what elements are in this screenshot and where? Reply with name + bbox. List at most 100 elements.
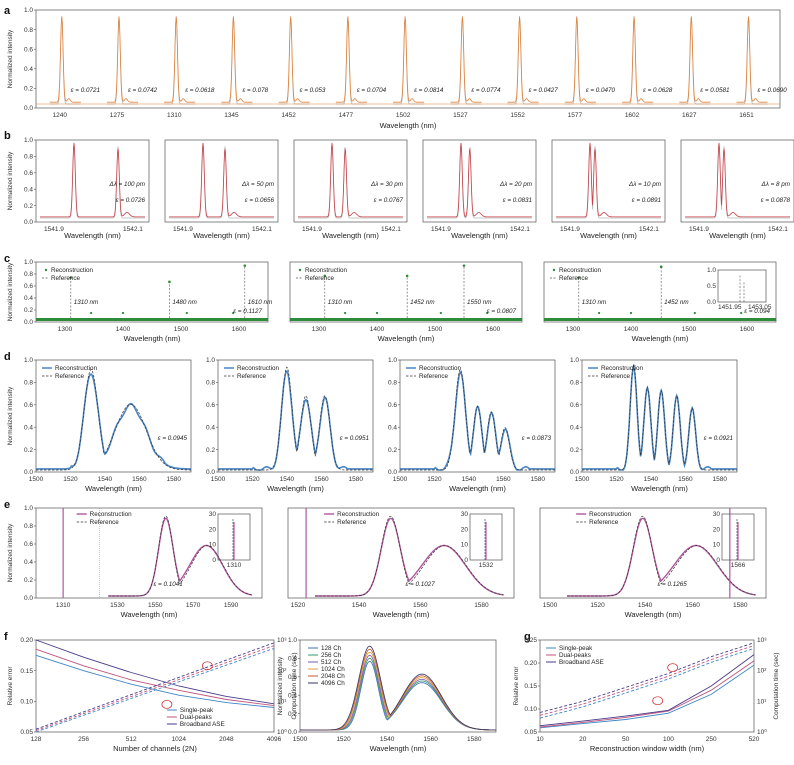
- y-axis-label: Normalized intensity: [7, 29, 14, 88]
- x-tick-label: 1300: [566, 326, 581, 333]
- x-tick-label: 1540: [352, 602, 367, 609]
- wavelength-annotation: 1310 nm: [328, 299, 353, 306]
- legend-reference: Reference: [559, 275, 589, 282]
- reconstruction-peak: [335, 16, 367, 103]
- reconstruction-baseline: [544, 318, 776, 321]
- reconstruction-line: [40, 142, 145, 218]
- legend-label: Broadband ASE: [559, 659, 604, 666]
- panel-b-subplot: [293, 139, 408, 223]
- reference-line: [108, 515, 252, 597]
- y-tick-label: 0.4: [206, 424, 215, 431]
- y-tick-label: 0.4: [24, 186, 33, 193]
- error-annotation: ε = 0.0704: [357, 87, 387, 94]
- x-tick-label: 520: [749, 736, 760, 743]
- y-tick-label: 0.20: [20, 637, 33, 644]
- time-marker-circle: [201, 661, 213, 671]
- y-tick-label: 0.2: [24, 307, 33, 314]
- error-line: [539, 664, 755, 729]
- legend-marker-reconstruction: [552, 268, 556, 272]
- inset-y-tick: 0: [212, 557, 216, 564]
- x-tick-label: 1560: [496, 476, 511, 483]
- x-tick-label: 1500: [211, 476, 226, 483]
- panel-b-subplot: [164, 139, 279, 223]
- x-tick-label: 1452: [281, 112, 296, 119]
- x-tick-label: 1541.9: [431, 226, 451, 233]
- reconstruction-point: [232, 311, 235, 315]
- inset-x-tick: 1310: [227, 562, 242, 569]
- y-tick-label: 0.0: [24, 219, 33, 226]
- x-tick-label: 1541.9: [173, 226, 193, 233]
- x-tick-label: 1400: [116, 326, 131, 333]
- y-tick-label: 0.0: [24, 469, 33, 476]
- y-tick-label: 0.4: [24, 295, 33, 302]
- reference-line: [36, 368, 191, 471]
- x-tick-label: 1540: [98, 476, 113, 483]
- y-right-tick-label: 10³: [757, 637, 767, 644]
- inset-y-tick: 30: [209, 511, 217, 518]
- legend-reference: Reference: [419, 373, 449, 380]
- y-tick-label: 0.2: [570, 447, 579, 454]
- reconstruction-peak: [736, 16, 768, 103]
- y-tick-label: 0.4: [388, 424, 397, 431]
- panel-label-c: c: [4, 253, 10, 265]
- x-tick-label: 10: [536, 736, 544, 743]
- y-tick-label: 0.2: [24, 86, 33, 93]
- x-tick-label: 1542.1: [510, 226, 530, 233]
- reference-line: [40, 143, 145, 219]
- y-tick-label: 0.0: [288, 729, 297, 736]
- x-tick-label: 1542.1: [381, 226, 401, 233]
- x-tick-label: 20: [579, 736, 587, 743]
- x-tick-label: 1560: [314, 476, 329, 483]
- panel-c-subplot: [543, 261, 777, 323]
- x-tick-label: 1502: [396, 112, 411, 119]
- inset-y-tick: 30: [461, 511, 469, 518]
- x-tick-label: 1541.9: [560, 226, 580, 233]
- reference-line: [169, 143, 274, 219]
- x-axis-label: Wavelength (nm): [64, 231, 121, 240]
- error-annotation: ε = 0.0921: [704, 435, 733, 442]
- x-axis-label: Wavelength (nm): [632, 334, 689, 343]
- reconstruction-baseline: [290, 318, 522, 321]
- x-tick-label: 1542.1: [252, 226, 272, 233]
- reconstruction-line: [315, 517, 504, 597]
- y-tick-label: 0.8: [570, 380, 579, 387]
- error-line: [539, 660, 755, 728]
- reference-line: [685, 143, 790, 219]
- x-tick-label: 1520: [609, 476, 624, 483]
- x-axis-label: Wavelength (nm): [709, 231, 766, 240]
- reconstruction-point: [577, 276, 581, 279]
- y-axis-label: Normalized intensity: [7, 151, 14, 210]
- y-tick-label: 0.8: [388, 380, 397, 387]
- error-annotation: ε = 0.1041: [154, 581, 183, 588]
- time-line: [539, 642, 755, 713]
- x-axis-label: Wavelength (nm): [378, 334, 435, 343]
- error-annotation: ε = 0.078: [242, 87, 268, 94]
- x-tick-label: 1560: [678, 476, 693, 483]
- panel-label-b: b: [4, 130, 11, 142]
- x-tick-label: 1550: [148, 602, 163, 609]
- panel-e-subplot: [539, 507, 767, 599]
- y-tick-label: 0.6: [206, 402, 215, 409]
- y-tick-label: 0.4: [570, 424, 579, 431]
- reconstruction-line: [400, 370, 555, 471]
- x-tick-label: 1580: [733, 602, 748, 609]
- time-line: [35, 645, 275, 732]
- legend-reference: Reference: [601, 373, 631, 380]
- reconstruction-point: [598, 311, 601, 315]
- error-annotation: ε = 0.0878: [761, 197, 791, 204]
- x-tick-label: 1520: [336, 736, 351, 743]
- x-tick-label: 1500: [29, 476, 44, 483]
- x-tick-label: 1542.1: [123, 226, 143, 233]
- reconstruction-point: [486, 311, 489, 315]
- x-tick-label: 1500: [543, 602, 558, 609]
- reconstruction-point: [629, 311, 633, 315]
- x-tick-label: 1500: [682, 326, 697, 333]
- y-axis-label: Normalized intensity: [7, 386, 14, 445]
- error-line: [539, 654, 755, 727]
- x-tick-label: 1560: [132, 476, 147, 483]
- y-tick-label: 0.2: [206, 447, 215, 454]
- legend-reference: Reference: [51, 275, 81, 282]
- reconstruction-point: [375, 311, 379, 315]
- y-tick-label: 0.8: [24, 27, 33, 34]
